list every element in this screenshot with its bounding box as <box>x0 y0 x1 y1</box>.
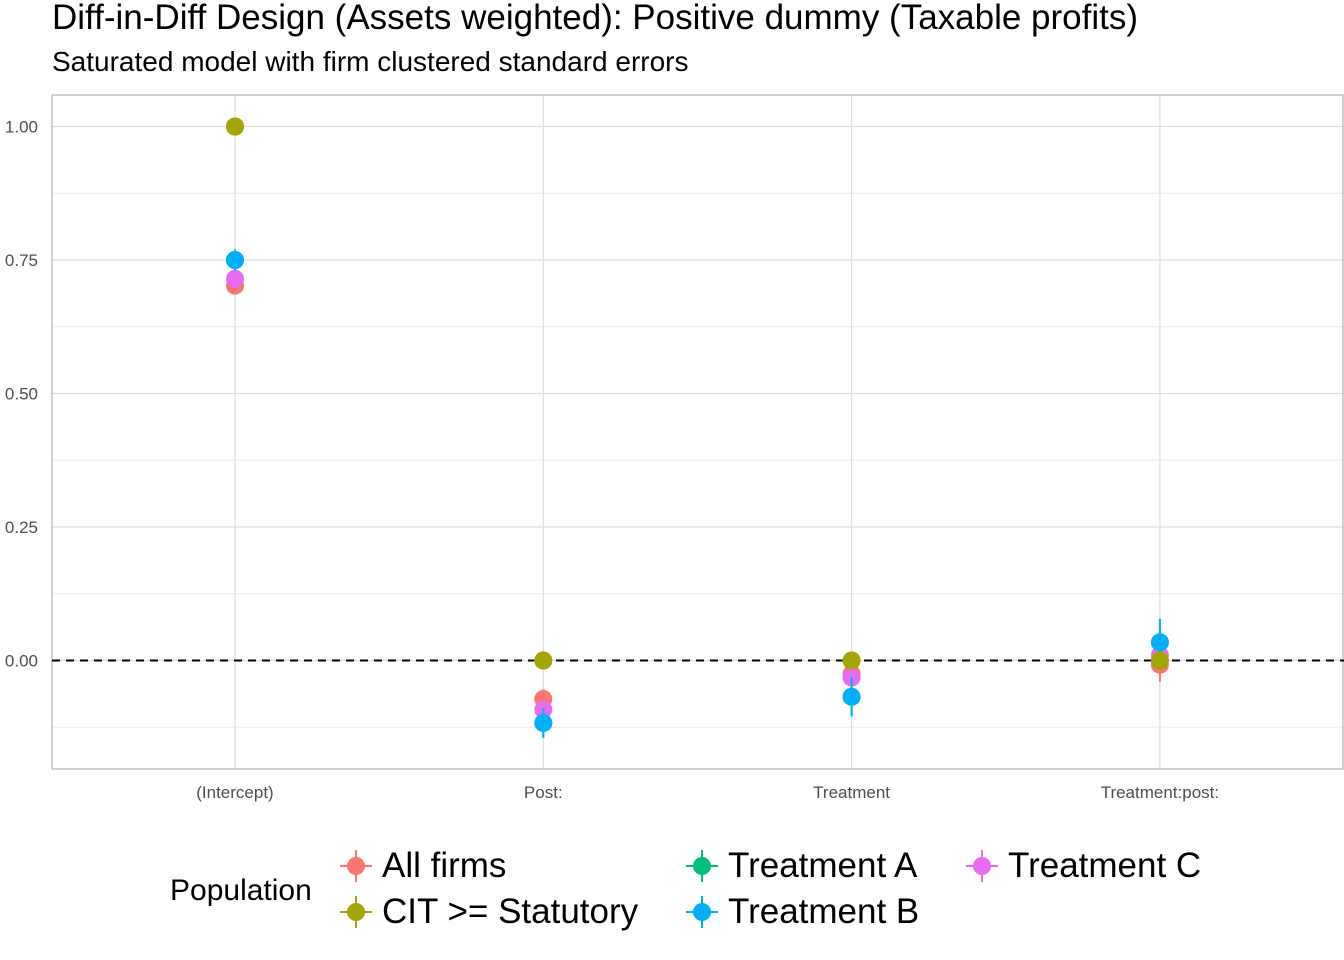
x-tick-label: (Intercept) <box>196 783 273 802</box>
data-point <box>1150 651 1169 670</box>
data-point <box>534 713 553 732</box>
legend-item: Treatment B <box>682 892 919 932</box>
legend-label: CIT >= Statutory <box>382 892 639 931</box>
legend-title: Population <box>170 874 312 907</box>
legend-label: All firms <box>382 846 507 885</box>
legend-label: Treatment B <box>728 892 920 931</box>
legend-item: Treatment C <box>962 846 1201 886</box>
legend-key <box>966 850 998 882</box>
legend-label: Treatment C <box>1008 846 1202 885</box>
legend-label: Treatment A <box>728 846 918 885</box>
y-tick-label: 0.00 <box>5 652 38 671</box>
x-tick-label: Post: <box>524 783 563 802</box>
chart-subtitle: Saturated model with firm clustered stan… <box>52 46 689 77</box>
data-point <box>1150 633 1169 652</box>
data-point <box>842 651 861 670</box>
data-point <box>842 687 861 706</box>
data-point <box>534 651 553 670</box>
legend-key <box>686 896 718 928</box>
x-tick-label: Treatment:post: <box>1101 783 1219 802</box>
legend-item: CIT >= Statutory <box>336 892 638 932</box>
legend-item: All firms <box>336 846 506 886</box>
panel-border <box>51 94 1344 770</box>
legend-key <box>340 850 372 882</box>
x-tick-label: Treatment <box>813 783 890 802</box>
chart-title: Diff-in-Diff Design (Assets weighted): P… <box>52 0 1139 37</box>
data-point <box>226 117 244 136</box>
y-tick-label: 1.00 <box>5 118 38 137</box>
legend-key <box>340 896 372 928</box>
legend-key <box>686 850 718 882</box>
y-tick-label: 0.75 <box>5 251 38 270</box>
y-tick-label: 0.50 <box>5 385 38 404</box>
data-point <box>226 251 244 269</box>
y-tick-label: 0.25 <box>5 518 38 537</box>
data-point <box>226 269 244 288</box>
legend-item: Treatment A <box>682 846 917 886</box>
